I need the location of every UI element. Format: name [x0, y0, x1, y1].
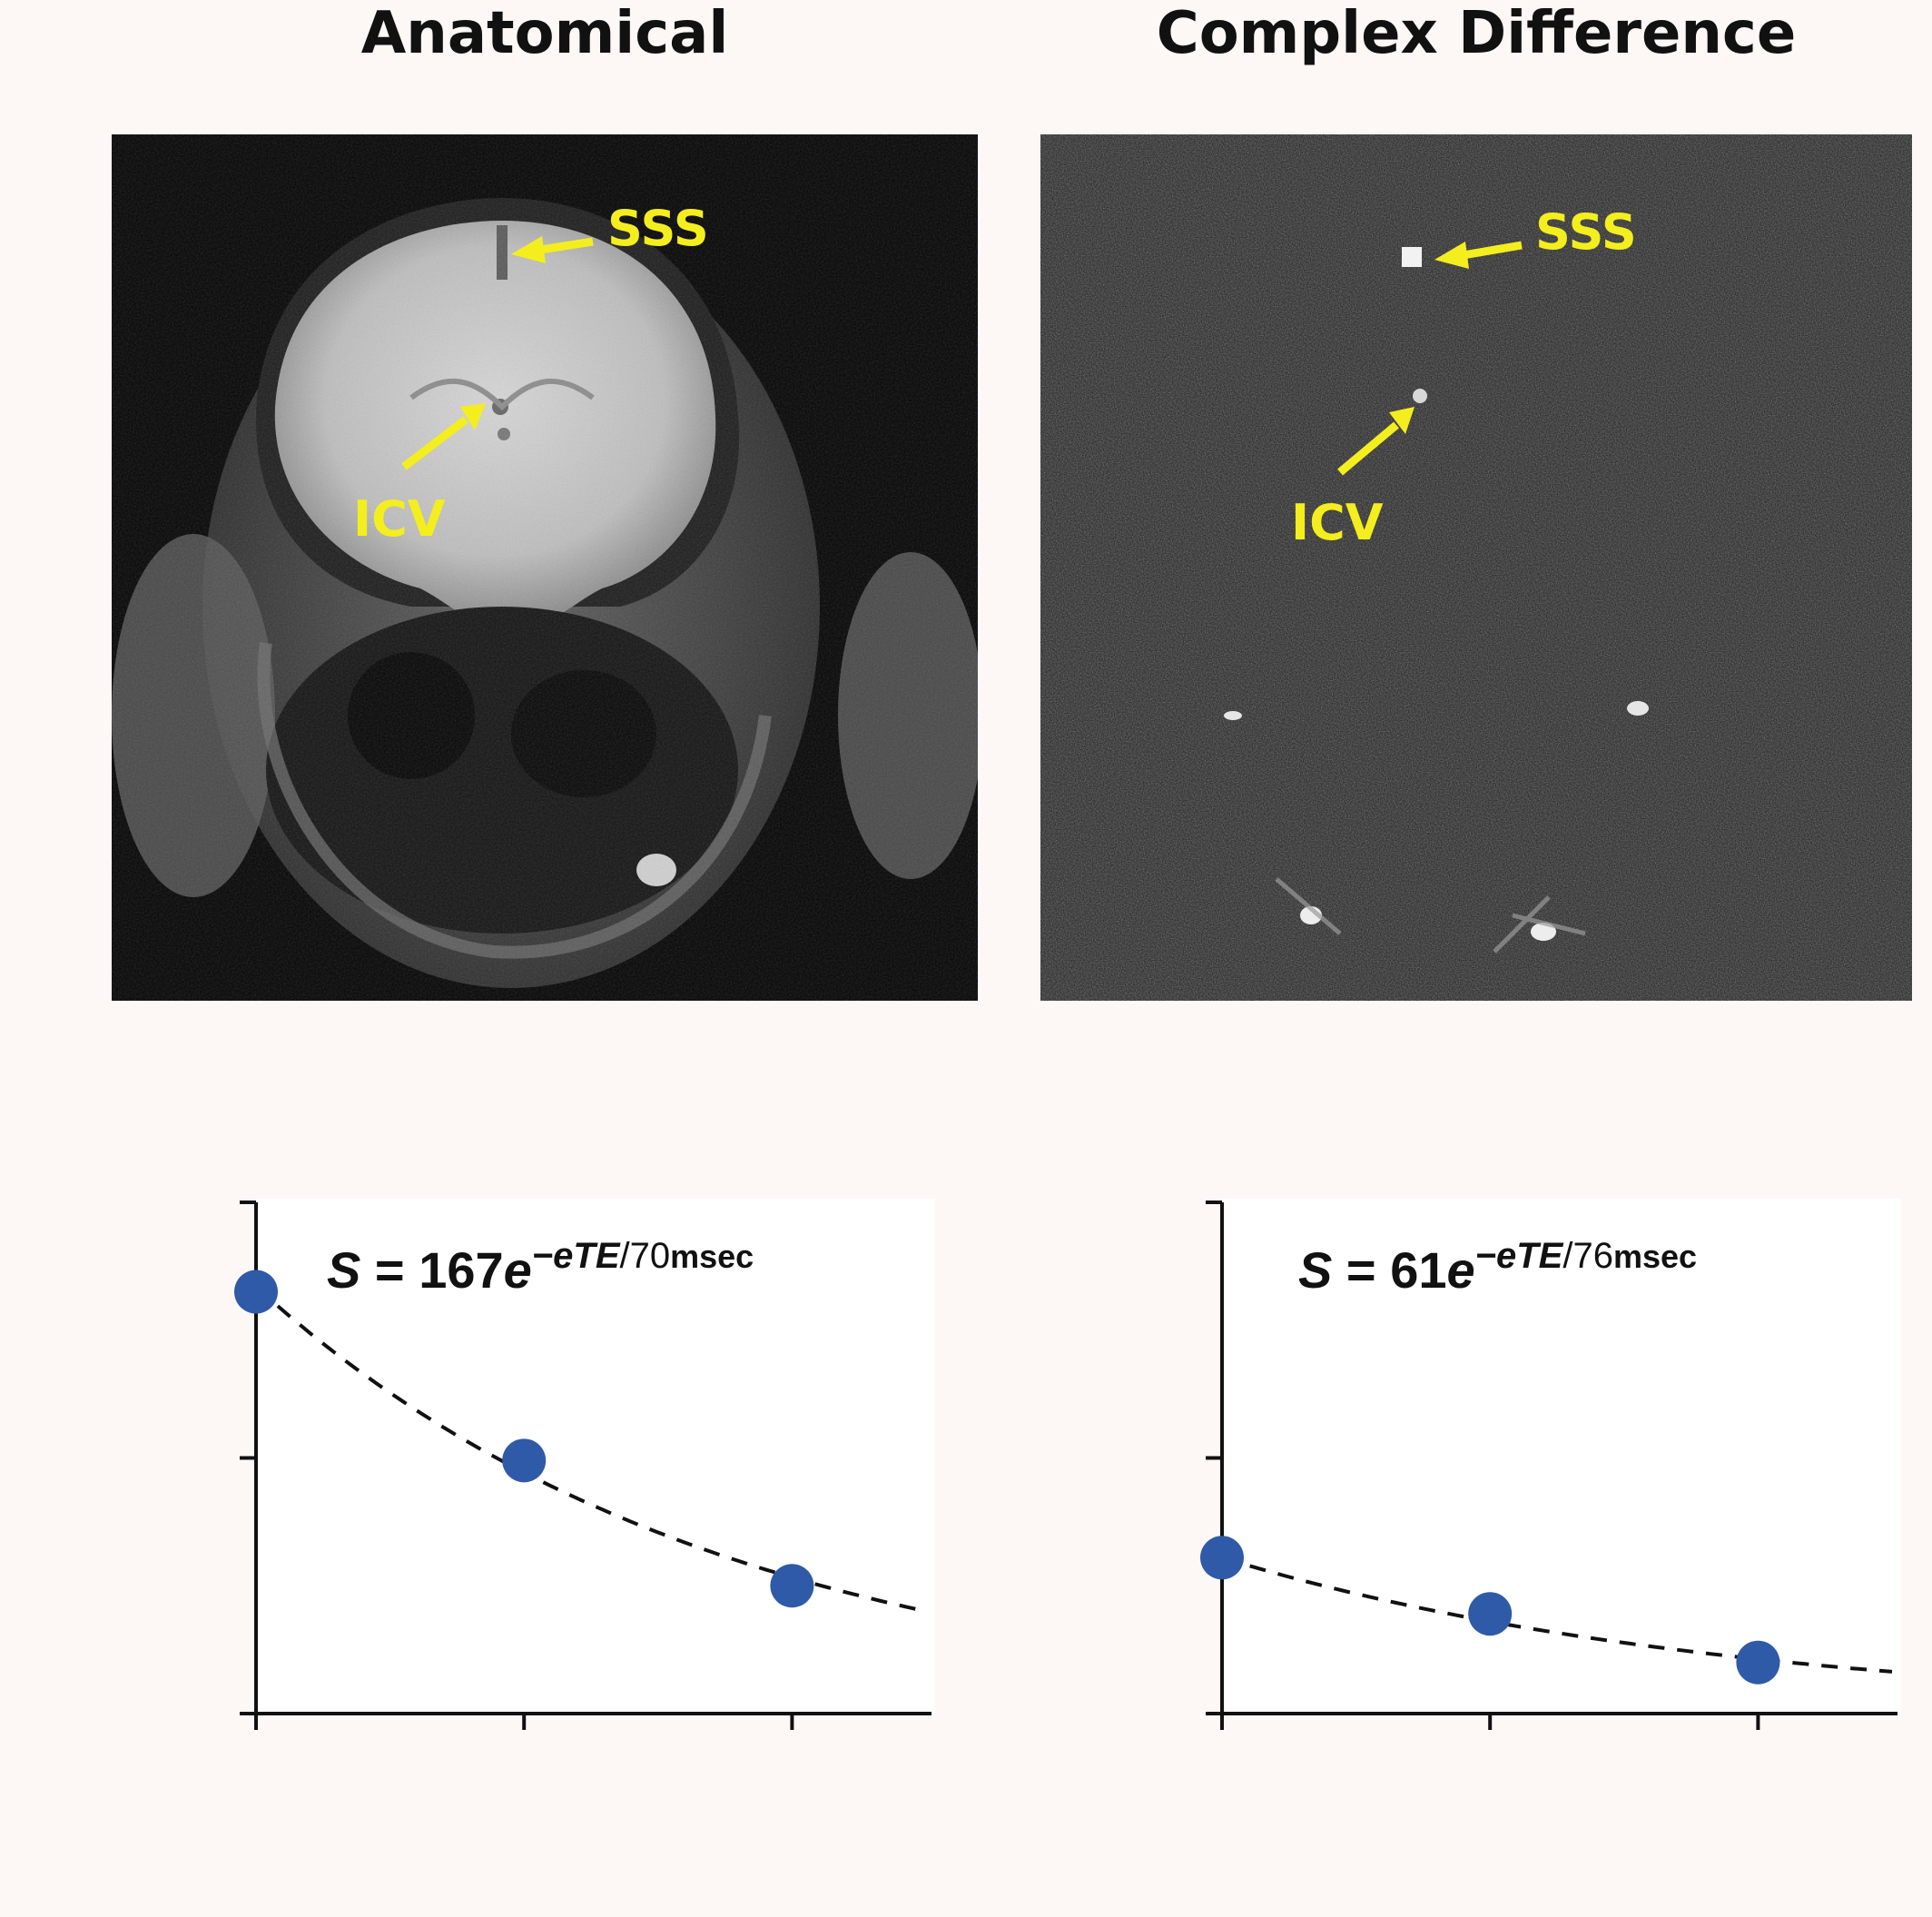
sss-label: SSS [607, 200, 709, 257]
equation-exponent-tau: /76 [1562, 1236, 1613, 1276]
equation-base: e [504, 1241, 532, 1299]
icv-arrow-head-icon [1389, 407, 1414, 434]
equation-equals: = [1332, 1241, 1390, 1299]
icv-arrow-icon [401, 416, 468, 470]
plot-area [256, 1199, 935, 1714]
sss-arrow-icon [534, 237, 594, 255]
data-point [1200, 1536, 1244, 1580]
plot-area [1222, 1199, 1901, 1714]
sss-arrow-head-icon [511, 236, 546, 263]
equation-exponent-unit: msec [1613, 1238, 1697, 1275]
equation-coefficient: 61 [1390, 1241, 1446, 1299]
sss-label: SSS [1535, 203, 1637, 261]
icv-arrow-icon [1337, 421, 1399, 476]
data-point [234, 1270, 278, 1314]
equation-lhs: S [327, 1241, 360, 1299]
equation-equals: = [360, 1241, 419, 1299]
fit-equation: S = 61e−eTE/76msec [1298, 1236, 1697, 1299]
anatomical-title: Anatomical [360, 0, 729, 67]
anatomical-mri-image: SSS ICV [112, 134, 978, 1001]
icv-label: ICV [1291, 494, 1384, 551]
icv-chart: S = 61e−eTE/76msec [1200, 1199, 1901, 1730]
data-point [1736, 1640, 1780, 1685]
icv-arrow-head-icon [460, 403, 486, 430]
equation-lhs: S [1298, 1241, 1332, 1299]
equation-exponent-unit: msec [670, 1238, 754, 1275]
fit-equation: S = 167e−eTE/70msec [327, 1236, 754, 1299]
equation-exponent-variable: −eTE [1475, 1236, 1564, 1276]
data-point [770, 1564, 814, 1608]
equation-coefficient: 167 [419, 1241, 503, 1299]
sss-arrow-icon [1457, 241, 1523, 261]
sss-chart: S = 167e−eTE/70msec [234, 1199, 935, 1730]
equation-exponent-tau: /70 [620, 1236, 671, 1276]
data-point [502, 1438, 547, 1483]
equation-exponent-variable: −eTE [532, 1236, 621, 1276]
sss-arrow-head-icon [1434, 242, 1469, 269]
icv-label: ICV [353, 490, 446, 548]
complex-difference-mri-image: SSS ICV [1040, 134, 1912, 1001]
equation-base: e [1446, 1241, 1474, 1299]
data-point [1468, 1592, 1513, 1636]
complex-difference-title: Complex Difference [1156, 0, 1797, 67]
